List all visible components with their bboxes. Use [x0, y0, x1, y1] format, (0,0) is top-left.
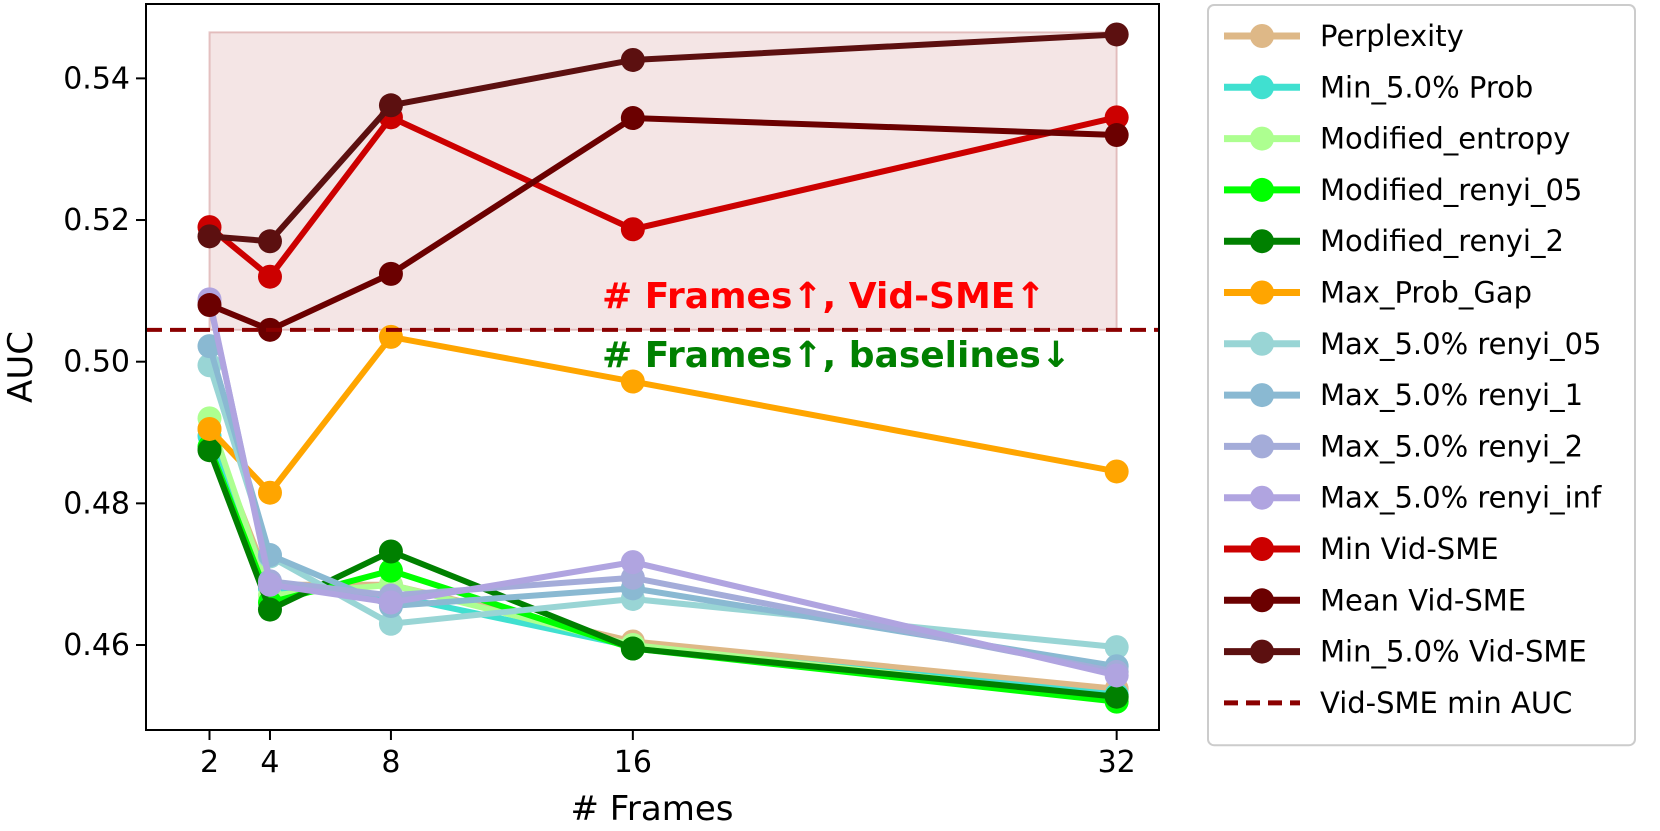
data-point: [378, 611, 403, 636]
legend-swatch-marker: [1250, 383, 1274, 408]
legend-entry: Mean Vid-SME: [1224, 583, 1526, 617]
legend-entry: Modified_entropy: [1224, 122, 1570, 156]
series-12: [197, 22, 1129, 254]
legend-swatch-marker: [1250, 24, 1274, 48]
legend-entry: Max_5.0% renyi_05: [1224, 327, 1601, 361]
legend-swatch-marker: [1250, 485, 1274, 510]
data-point: [1104, 684, 1129, 709]
legend-label: Vid-SME min AUC: [1320, 686, 1572, 720]
data-point: [378, 590, 403, 615]
legend-entry: Max_Prob_Gap: [1224, 276, 1532, 310]
legend-entry: Max_5.0% renyi_2: [1224, 429, 1583, 463]
series-4: [197, 438, 1129, 709]
data-point: [378, 261, 403, 286]
legend-entry: Max_5.0% renyi_inf: [1224, 481, 1602, 515]
y-tick-label: 0.54: [63, 61, 130, 96]
data-point: [1104, 105, 1129, 130]
y-tick-label: 0.52: [63, 203, 130, 238]
legend-swatch-marker: [1250, 126, 1274, 151]
legend-label: Perplexity: [1320, 19, 1464, 53]
legend-entry: Min_5.0% Prob: [1224, 70, 1533, 104]
data-point: [257, 480, 282, 505]
data-point: [620, 550, 645, 575]
legend-entry: Modified_renyi_2: [1224, 224, 1564, 258]
x-tick-label: 4: [260, 745, 279, 780]
legend-label: Max_5.0% renyi_05: [1320, 327, 1601, 361]
data-point: [620, 47, 645, 72]
legend-entry: Max_5.0% renyi_1: [1224, 378, 1583, 412]
data-point: [620, 369, 645, 394]
legend-label: Min Vid-SME: [1320, 532, 1499, 566]
y-tick-label: 0.50: [63, 345, 130, 380]
legend-swatch-marker: [1250, 434, 1274, 459]
data-point: [197, 438, 222, 463]
plot-frame: [145, 3, 1160, 731]
legend-entry: Min Vid-SME: [1224, 532, 1499, 566]
legend-label: Max_5.0% renyi_1: [1320, 378, 1583, 412]
data-point: [620, 217, 645, 242]
legend-swatch-marker: [1250, 588, 1274, 613]
legend-swatch-marker: [1250, 229, 1274, 254]
series-5: [197, 324, 1129, 505]
legend-swatch-marker: [1250, 331, 1274, 356]
x-tick-label: 32: [1098, 745, 1136, 780]
legend-label: Min_5.0% Vid-SME: [1320, 635, 1587, 669]
x-tick-label: 2: [200, 745, 219, 780]
legend-entry: Perplexity: [1224, 19, 1464, 53]
x-axis-title: # Frames: [571, 789, 734, 826]
data-point: [620, 636, 645, 661]
legend-label: Max_Prob_Gap: [1320, 276, 1532, 310]
y-tick-label: 0.48: [63, 486, 130, 521]
data-point: [257, 264, 282, 289]
y-tick-label: 0.46: [63, 628, 130, 663]
legend-swatch-marker: [1250, 75, 1274, 100]
data-point: [620, 106, 645, 131]
legend-swatch-marker: [1250, 537, 1274, 561]
data-point: [1104, 459, 1129, 484]
series-11: [197, 106, 1129, 342]
data-point: [197, 293, 222, 318]
legend: Perplexity Min_5.0% Prob Modified_entropy M…: [1207, 4, 1636, 747]
data-point: [257, 229, 282, 254]
legend-swatch-marker: [1250, 639, 1274, 664]
legend-entry: Min_5.0% Vid-SME: [1224, 635, 1587, 669]
data-point: [1104, 663, 1129, 688]
data-point: [378, 93, 403, 118]
legend-frame: [1207, 4, 1636, 747]
legend-label: Max_5.0% renyi_inf: [1320, 481, 1602, 515]
legend-swatch-marker: [1250, 177, 1274, 202]
legend-label: Min_5.0% Prob: [1320, 70, 1533, 104]
data-point: [1104, 635, 1129, 660]
legend-label: Modified_renyi_2: [1320, 224, 1564, 258]
legend-swatch-marker: [1250, 280, 1274, 305]
legend-entry: Vid-SME min AUC: [1224, 686, 1572, 720]
data-point: [378, 558, 403, 583]
shaded-region: [208, 31, 1118, 331]
y-axis-title: AUC: [1, 331, 41, 403]
legend-label: Modified_renyi_05: [1320, 173, 1582, 207]
annotation-vid-sme: # Frames↑, Vid-SME↑: [602, 276, 1046, 317]
legend-entry: Modified_renyi_05: [1224, 173, 1582, 207]
legend-label: Max_5.0% renyi_2: [1320, 429, 1583, 463]
data-point: [378, 539, 403, 564]
data-point: [257, 597, 282, 622]
legend-label: Modified_entropy: [1320, 122, 1570, 156]
data-point: [197, 416, 222, 441]
data-point: [1104, 123, 1129, 148]
data-point: [1104, 22, 1129, 47]
annotation-baselines: # Frames↑, baselines↓: [602, 335, 1071, 376]
x-tick-label: 16: [614, 745, 652, 780]
x-tick-label: 8: [381, 745, 400, 780]
legend-label: Mean Vid-SME: [1320, 583, 1526, 617]
data-point: [197, 224, 222, 249]
data-point: [257, 572, 282, 597]
